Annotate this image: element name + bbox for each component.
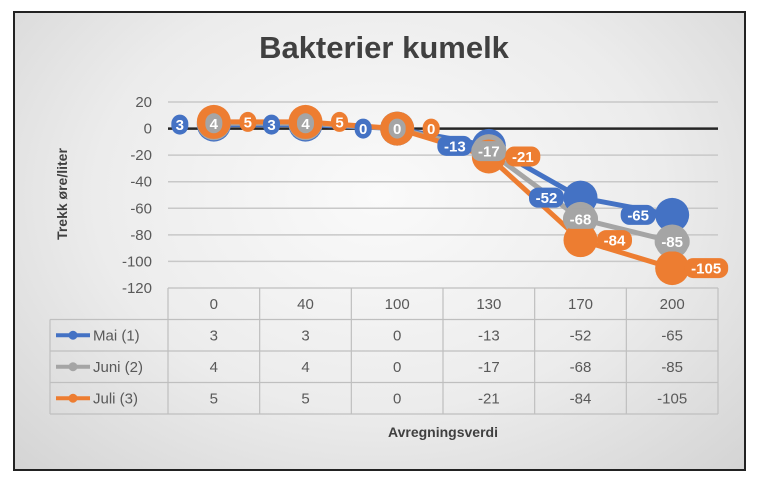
data-label: 0: [393, 121, 401, 138]
data-label-background: [563, 208, 598, 229]
data-label: 5: [335, 114, 343, 131]
data-label: 4: [210, 116, 219, 133]
data-point-marker: [655, 251, 690, 286]
legend-key-marker: [68, 362, 78, 372]
data-point-marker: [563, 223, 598, 258]
data-label: 4: [301, 116, 310, 133]
y-tick-label: -80: [130, 227, 152, 244]
data-label-background: [437, 135, 473, 156]
y-tick-label: -100: [122, 253, 152, 270]
data-label: 5: [244, 114, 252, 131]
table-cell-value: -68: [570, 359, 592, 376]
table-cell-value: 0: [393, 390, 401, 407]
data-label-background: [331, 111, 348, 132]
x-category-label: 0: [210, 296, 218, 313]
legend-series-name: Mai (1): [93, 327, 140, 344]
table-cell-value: -21: [478, 390, 500, 407]
table-cell-value: 4: [210, 359, 218, 376]
data-label: 0: [427, 121, 435, 138]
data-label: -85: [661, 234, 683, 251]
data-label-background: [388, 118, 406, 139]
data-label: 3: [176, 117, 184, 134]
data-label-background: [239, 111, 257, 132]
data-point-marker: [655, 197, 690, 232]
x-axis-label: Avregningsverdi: [388, 424, 498, 440]
table-cell-value: 5: [210, 390, 218, 407]
legend-series-name: Juli (3): [93, 390, 138, 407]
table-cell-value: -85: [661, 359, 683, 376]
x-category-label: 170: [568, 296, 593, 313]
data-label: -17: [478, 144, 500, 161]
x-category-label: 40: [297, 296, 314, 313]
data-label: -13: [444, 138, 466, 155]
data-label-background: [597, 230, 632, 251]
data-label-background: [654, 231, 690, 252]
legend-key-marker: [68, 393, 78, 403]
data-label-background: [205, 113, 223, 134]
data-label-background: [354, 118, 372, 139]
data-label-background: [263, 114, 280, 135]
data-label: 3: [267, 117, 275, 134]
table-cell-value: -52: [570, 327, 592, 344]
data-label-background: [529, 187, 564, 208]
data-label: -84: [604, 233, 626, 250]
table-cell-value: 0: [393, 327, 401, 344]
data-label: -68: [570, 211, 592, 228]
table-cell-value: 4: [301, 359, 309, 376]
y-tick-label: 0: [144, 121, 152, 138]
data-label-background: [171, 114, 189, 135]
table-cell-value: 0: [393, 359, 401, 376]
x-category-label: 130: [476, 296, 501, 313]
table-cell-value: -65: [661, 327, 683, 344]
legend-key-marker: [68, 330, 78, 340]
y-tick-label: -120: [122, 280, 152, 297]
data-label: -21: [512, 149, 534, 166]
data-label-background: [297, 113, 314, 134]
table-cell-value: 3: [301, 327, 309, 344]
x-category-label: 100: [385, 296, 410, 313]
data-label: -105: [691, 261, 721, 278]
y-tick-label: 20: [135, 94, 152, 111]
chart-title: Bakterier kumelk: [259, 30, 509, 65]
table-cell-value: -13: [478, 327, 500, 344]
data-label-background: [620, 204, 656, 225]
table-cell-value: 3: [210, 327, 218, 344]
y-tick-label: -20: [130, 147, 152, 164]
data-label-background: [684, 258, 729, 279]
data-label: -65: [627, 207, 649, 224]
data-label-background: [505, 146, 541, 167]
y-tick-label: -40: [130, 174, 152, 191]
data-label: 0: [359, 121, 367, 138]
x-category-label: 200: [660, 296, 685, 313]
table-cell-value: -84: [570, 390, 592, 407]
table-cell-value: -105: [657, 390, 687, 407]
table-cell-value: 5: [301, 390, 309, 407]
table-cell-value: -17: [478, 359, 500, 376]
data-label-background: [471, 141, 507, 162]
legend-series-name: Juni (2): [93, 359, 143, 376]
data-label: -52: [536, 190, 558, 207]
data-label-background: [422, 118, 440, 139]
y-tick-label: -60: [130, 200, 152, 217]
